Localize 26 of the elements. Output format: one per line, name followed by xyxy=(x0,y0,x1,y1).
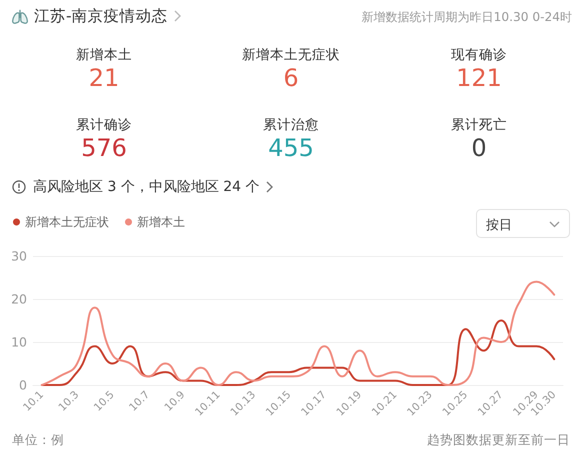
data-label: 21 xyxy=(88,64,120,92)
text: 高风险地区 3 个，中风险地区 24 个 xyxy=(33,178,260,196)
y-axis-title: 单位：例 xyxy=(12,432,64,449)
category-label: 新增本土 xyxy=(75,46,133,64)
category-label: 累计死亡 xyxy=(450,116,508,134)
data-label: 121 xyxy=(455,64,503,92)
text: 趋势图数据更新至前一日 xyxy=(427,432,570,449)
category-label: 累计治愈 xyxy=(262,116,320,134)
data-label: 0 xyxy=(470,134,488,162)
category-label: 现有确诊 xyxy=(450,46,508,64)
category-label: 累计确诊 xyxy=(75,116,133,134)
y-tick-label: 30 xyxy=(11,248,28,264)
data-label: 6 xyxy=(282,64,300,92)
text: 新增数据统计周期为昨日10.30 0-24时 xyxy=(362,9,572,26)
line-series xyxy=(40,280,556,386)
category-label: 新增本土无症状 xyxy=(241,46,341,64)
y-tick-label: 10 xyxy=(11,334,28,350)
line-series xyxy=(40,320,556,386)
data-label: 455 xyxy=(267,134,315,162)
y-tick-label: 20 xyxy=(11,292,28,306)
data-label: 576 xyxy=(80,134,128,162)
dropdown-field: 按日 xyxy=(476,209,570,238)
legend-label: 新增本土 xyxy=(137,215,185,229)
legend-label: 新增本土无症状 xyxy=(25,215,109,229)
text: 江苏-南京疫情动态 xyxy=(34,6,168,27)
y-tick-label: 0 xyxy=(19,378,28,392)
